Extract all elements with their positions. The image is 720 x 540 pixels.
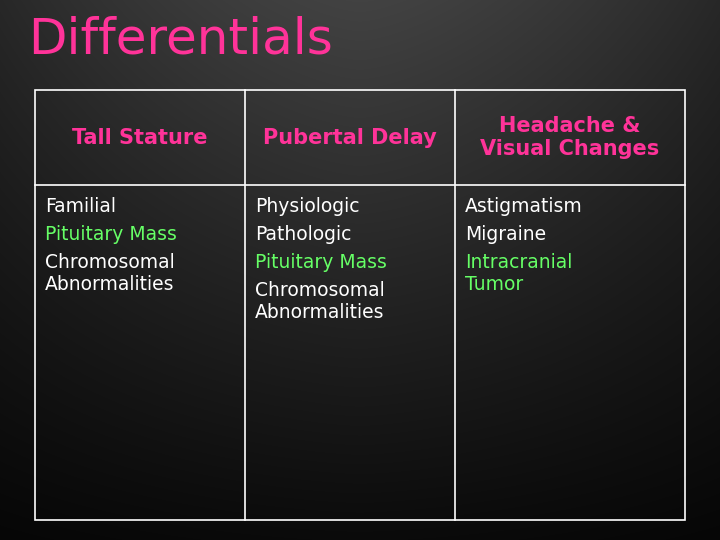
Text: Abnormalities: Abnormalities xyxy=(255,303,384,322)
Text: Pituitary Mass: Pituitary Mass xyxy=(255,253,387,272)
Text: Physiologic: Physiologic xyxy=(255,197,359,216)
Text: Headache &
Visual Changes: Headache & Visual Changes xyxy=(480,116,660,159)
Text: Familial: Familial xyxy=(45,197,116,216)
Text: Astigmatism: Astigmatism xyxy=(465,197,582,216)
Text: Tall Stature: Tall Stature xyxy=(72,127,208,147)
Text: Tumor: Tumor xyxy=(465,275,523,294)
Text: Pathologic: Pathologic xyxy=(255,225,351,244)
Text: Chromosomal: Chromosomal xyxy=(45,253,175,272)
Text: Abnormalities: Abnormalities xyxy=(45,275,174,294)
Text: Differentials: Differentials xyxy=(28,15,333,63)
Text: Intracranial: Intracranial xyxy=(465,253,572,272)
Text: Migraine: Migraine xyxy=(465,225,546,244)
Text: Pubertal Delay: Pubertal Delay xyxy=(263,127,437,147)
Text: Pituitary Mass: Pituitary Mass xyxy=(45,225,177,244)
Bar xyxy=(35,90,685,520)
Text: Chromosomal: Chromosomal xyxy=(255,281,384,300)
